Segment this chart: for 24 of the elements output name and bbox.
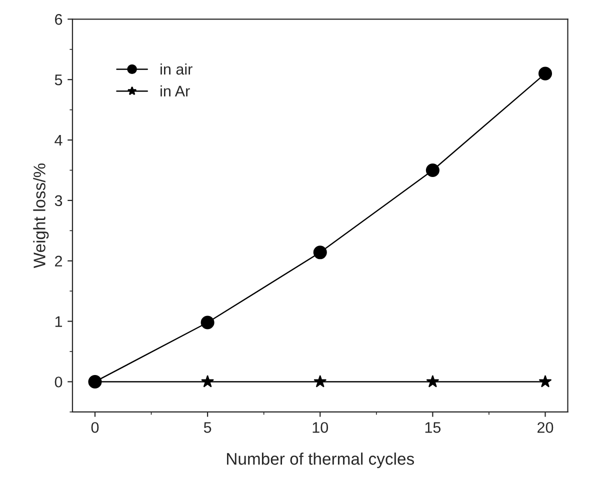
y-tick-label: 4	[54, 135, 62, 146]
point	[538, 66, 552, 80]
x-axis-title: Number of thermal cycles	[227, 452, 414, 468]
point	[538, 374, 552, 388]
legend-label: in air	[160, 63, 192, 75]
y-tick-label: 0	[54, 376, 62, 388]
x-tick-label: 20	[538, 422, 554, 433]
x-tick-label: 15	[425, 422, 441, 433]
x-tick-label: 0	[91, 422, 99, 433]
y-tick-label: 1	[55, 316, 62, 327]
point	[426, 163, 440, 177]
legend-label: in Ar	[160, 85, 190, 96]
y-tick-label: 3	[54, 195, 62, 206]
point	[200, 316, 214, 330]
point	[313, 246, 327, 260]
y-axis-title: Weight loss/%	[33, 163, 49, 268]
point	[426, 374, 440, 388]
point	[201, 374, 214, 388]
x-tick-label: 5	[204, 422, 212, 433]
y-tick-label: 2	[55, 256, 62, 266]
x-tick-label: 10	[312, 422, 328, 433]
y-tick-label: 5	[54, 74, 62, 86]
point	[314, 374, 327, 388]
y-tick-label: 6	[55, 14, 62, 25]
